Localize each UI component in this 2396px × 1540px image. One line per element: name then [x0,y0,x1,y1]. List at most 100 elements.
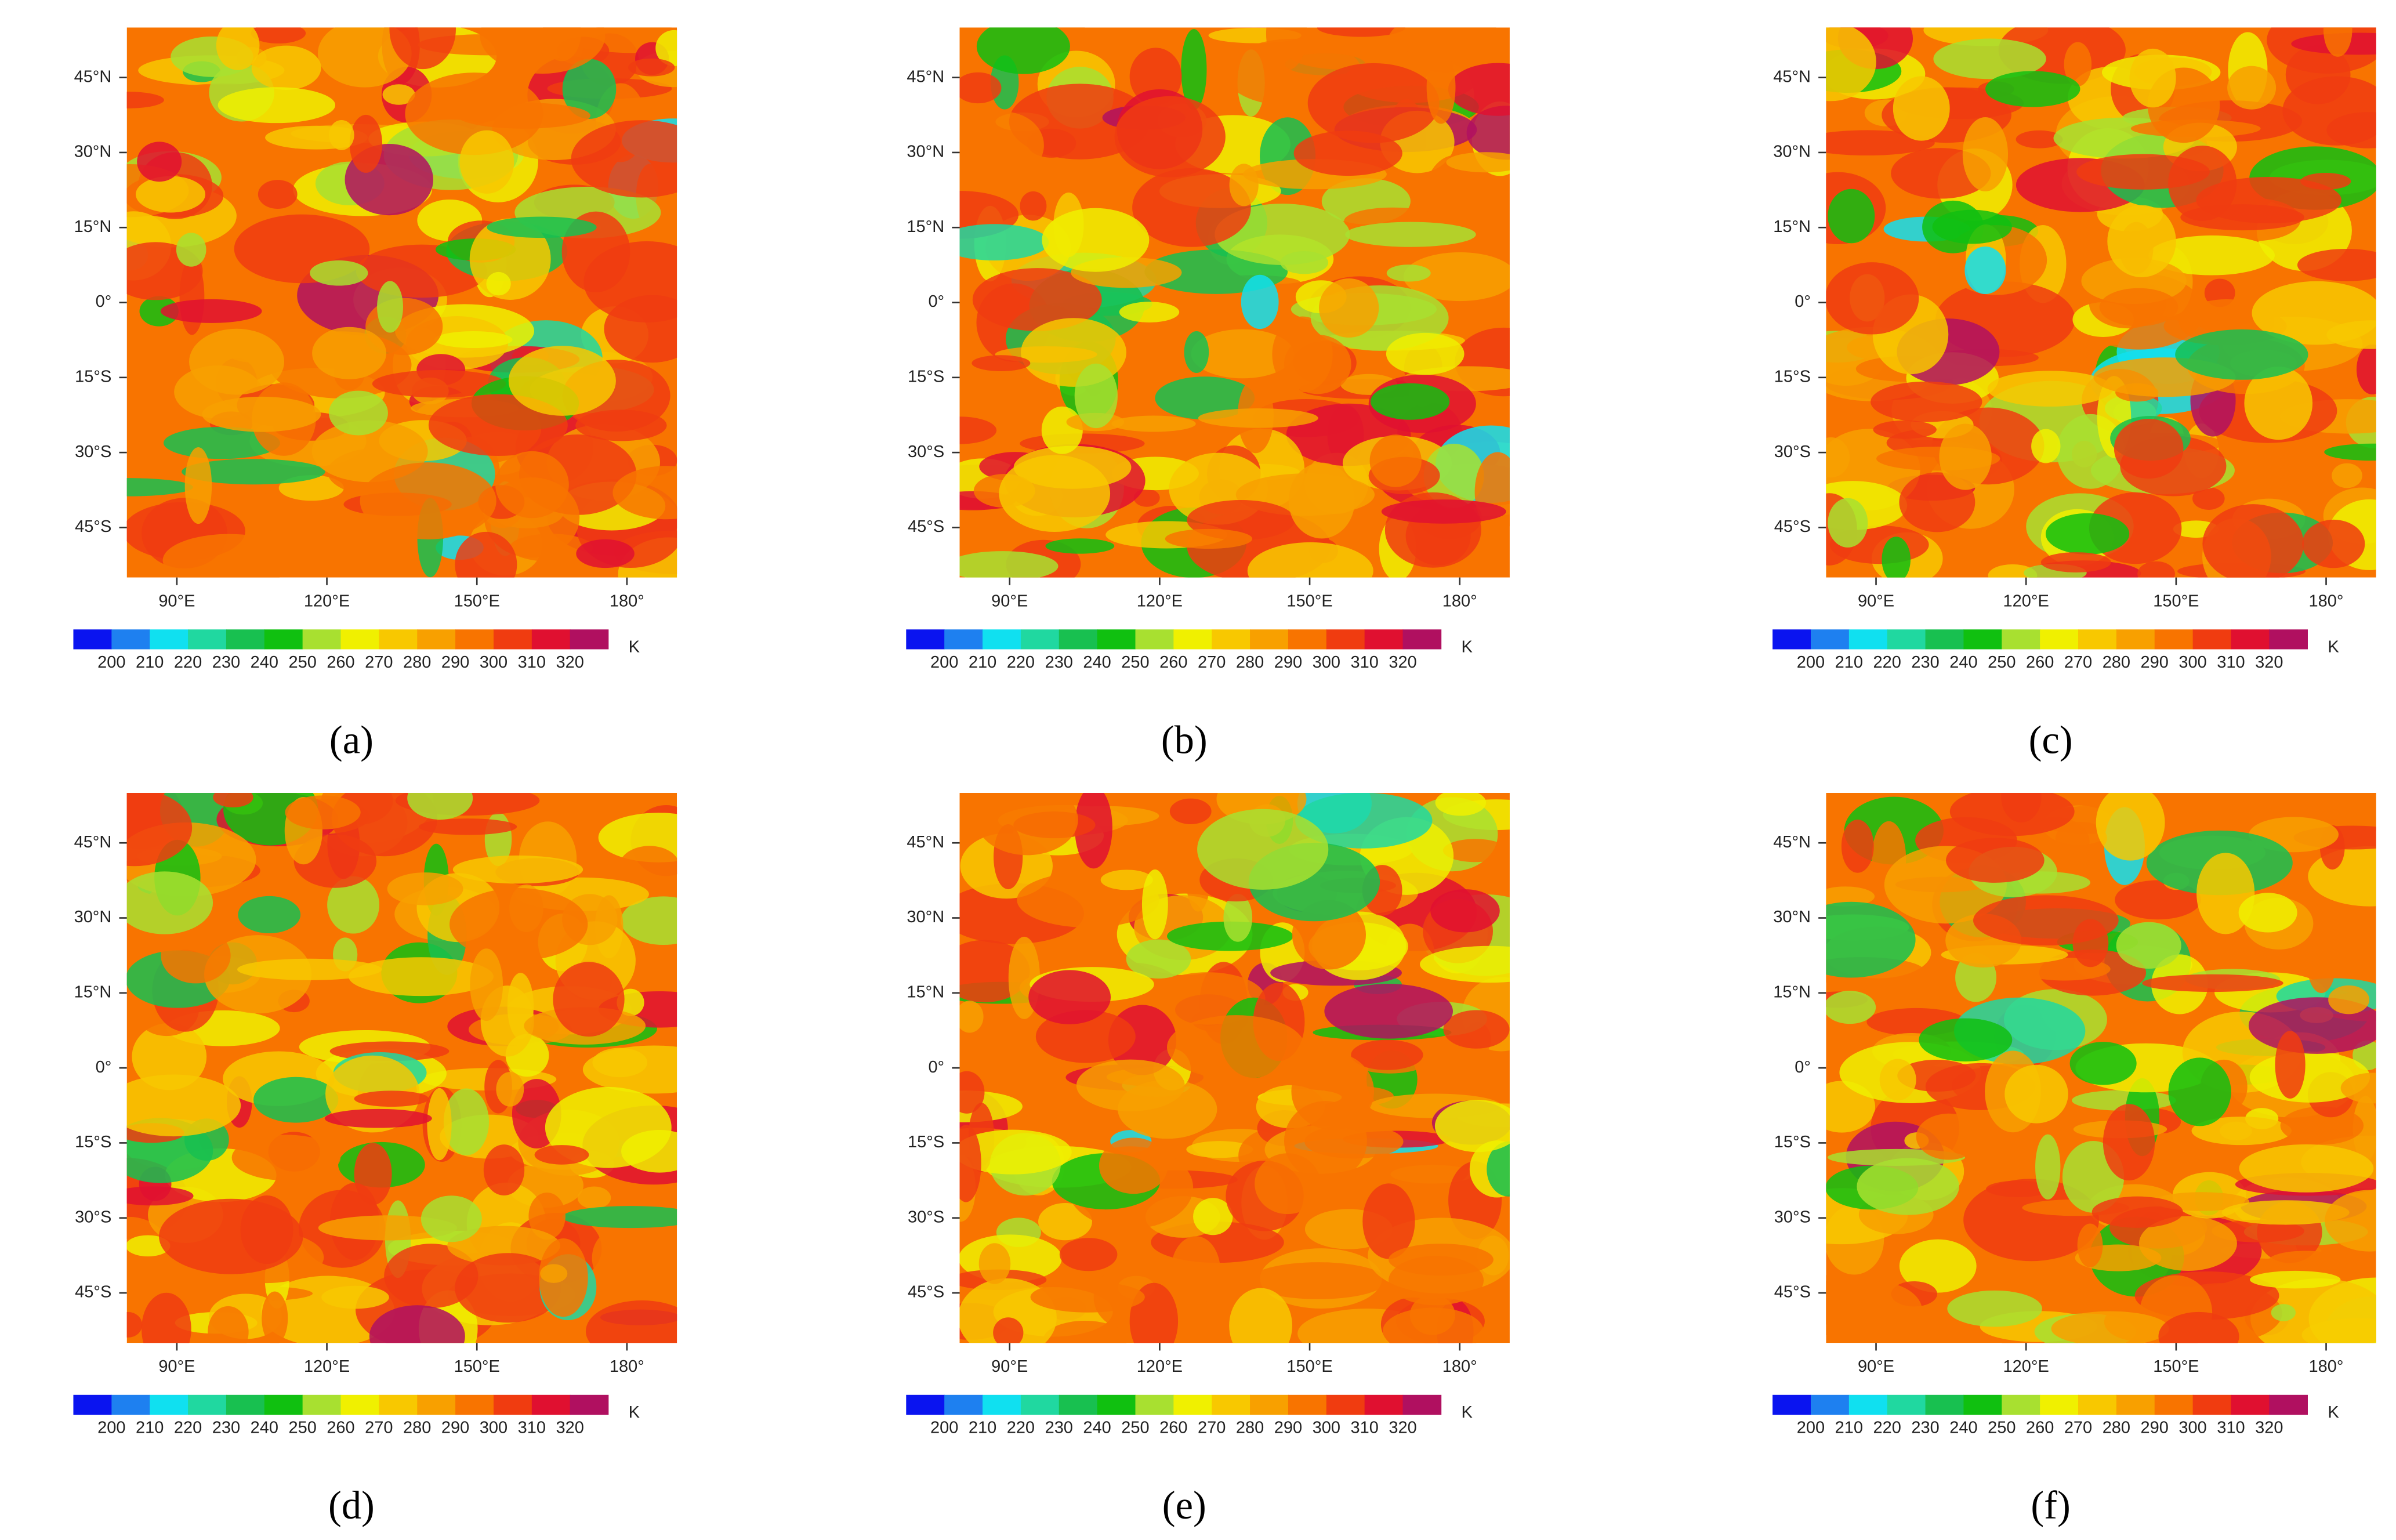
cloud-field [2324,443,2376,461]
panel: 45°N 30°N 15°N 0° 15°S 30°S 45°S 90°E 120°E 150°E… [73,793,677,1527]
cloud-field [1041,406,1083,454]
cloud-field [349,957,494,997]
cloud-field [1873,420,1937,439]
cloud-field [1987,371,2114,407]
cloud-field [455,1253,561,1323]
lon-tick-label: 180° [1442,1357,1477,1376]
cloud-field [1882,537,1911,578]
colorbar-swatch [1810,1394,1850,1415]
colorbar-tick-label: 270 [1198,653,1226,672]
cloud-field [972,268,1102,331]
lat-tick-label: 30°N [74,908,112,926]
cloud-field [1215,204,1350,265]
cloud-field [2326,112,2376,148]
cloud-field [959,1125,981,1202]
cloud-field [459,130,514,194]
cloud-field [1947,1290,2042,1327]
lon-tick-label: 90°E [1858,592,1894,610]
cloud-field [1043,1321,1127,1343]
cloud-field [470,948,503,1021]
lat-tick-label: 30°S [908,1208,944,1226]
colorbar-swatch [2269,629,2308,650]
panel-label: (c) [2029,718,2073,762]
colorbar-swatch [1173,629,1213,650]
colorbar-swatch [2231,629,2270,650]
colorbar-swatch [1364,629,1404,650]
lat-tick-label: 0° [1795,1058,1811,1077]
cloud-field [369,1305,465,1343]
lat-tick-label: 45°N [907,833,944,851]
cloud-field [586,1300,677,1343]
cloud-field [582,1045,677,1094]
cloud-field [213,793,253,808]
panel-label: (a) [329,718,374,762]
cloud-field [1155,376,1255,420]
cloud-field [495,451,569,519]
colorbar-swatch [417,629,456,650]
colorbar-swatch [1326,1394,1365,1415]
cloud-field [251,45,321,90]
cloud-field [2069,1042,2137,1085]
colorbar-tick-label: 310 [518,653,546,672]
colorbar-swatch [2231,1394,2270,1415]
colorbar-swatch [1212,629,1250,650]
cloud-field [1099,1137,1168,1194]
cloud-field [1369,434,1422,487]
cloud-field [959,72,1002,104]
cloud-field [1434,1100,1510,1153]
cloud-field [534,1145,589,1165]
cloud-field [2148,235,2275,276]
cloud-field [2116,922,2181,969]
map-image [126,27,677,578]
cloud-field [2168,1057,2231,1126]
cloud-field [1229,164,1259,206]
cloud-field [1841,819,1874,873]
cloud-field [553,962,625,1037]
cloud-field [135,176,206,213]
map-image [959,793,1510,1343]
cloud-field [976,27,1070,74]
colorbar-tick-label: 300 [2178,653,2206,672]
cloud-field [2271,1304,2296,1321]
cloud-field [2072,919,2109,968]
colorbar-tick-label: 220 [1873,653,1901,672]
colorbar-unit: K [629,637,640,656]
cloud-field [540,1264,568,1283]
cloud-field [2315,793,2376,835]
lon-tick-label: 150°E [2153,592,2199,610]
colorbar-tick-label: 270 [2064,1418,2092,1437]
colorbar-swatch [302,1394,342,1415]
cloud-field [2016,130,2063,148]
lon-tick-label: 150°E [2153,1357,2199,1376]
cloud-field [418,818,517,835]
cloud-field [1247,542,1373,578]
cloud-field [1170,1236,1221,1305]
cloud-field [1919,1018,2013,1061]
lat-tick-label: 0° [96,292,112,311]
lon-tick-label: 90°E [158,1357,195,1376]
colorbar-tick-label: 240 [1949,653,1977,672]
cloud-field [1826,27,1876,102]
lat-tick-label: 0° [96,1058,112,1077]
lat-tick-label: 15°S [908,1133,944,1151]
colorbar-tick-label: 210 [1835,653,1863,672]
cloud-field [360,462,496,539]
colorbar-unit: K [629,1403,640,1422]
lat-tick-label: 45°N [74,833,112,851]
cloud-field [372,369,506,398]
cloud-field [1897,1060,1976,1092]
colorbar-swatch [1212,1394,1250,1415]
cloud-field [349,114,383,173]
cloud-field [1184,331,1209,374]
cloud-field [1059,1238,1118,1271]
colorbar-swatch [906,1394,945,1415]
colorbar-tick-label: 240 [1083,653,1111,672]
colorbar-swatch [455,629,494,650]
colorbar-tick-label: 200 [1797,653,1825,672]
colorbar-swatch [570,629,609,650]
cloud-field [1169,798,1212,824]
cloud-field [447,1226,560,1266]
lat-tick-label: 30°S [75,443,111,461]
colorbar-swatch [1059,1394,1098,1415]
colorbar-tick-label: 240 [1949,1418,1977,1437]
